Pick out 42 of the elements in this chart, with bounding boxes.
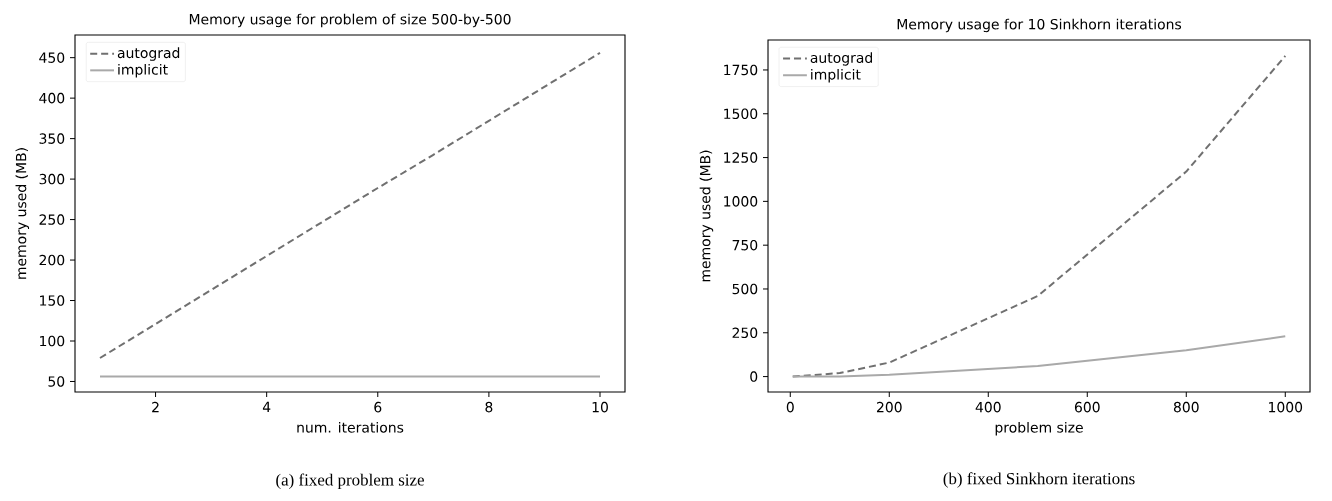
y-tick-label: 400 xyxy=(39,92,65,104)
y-tick-label: 750 xyxy=(732,239,758,251)
x-tick-label: 400 xyxy=(975,401,1001,413)
legend-label: implicit xyxy=(118,64,168,78)
y-tick-label: 100 xyxy=(40,335,65,347)
line-series xyxy=(791,335,1287,378)
x-tick-label: 4 xyxy=(262,401,271,413)
y-axis-title: memory used (MB) xyxy=(699,150,714,282)
y-tick-label: 350 xyxy=(39,133,65,144)
x-tick-label: 200 xyxy=(876,401,902,413)
y-tick-label: 1250 xyxy=(724,152,758,163)
text: (a) fixed problem size xyxy=(276,473,424,490)
x-tick-label: 0 xyxy=(786,401,794,413)
line-series xyxy=(791,54,1287,378)
y-tick-label: 1500 xyxy=(724,108,758,120)
chart-title: Memory usage for problem of size 500-by-500 xyxy=(189,13,511,28)
y-tick-label: 1000 xyxy=(724,196,758,207)
y-tick-label: 1750 xyxy=(724,64,758,76)
legend-label: autograd xyxy=(117,47,180,61)
chart-title: Memory usage for 10 Sinkhorn iterations xyxy=(897,18,1182,33)
y-tick-label: 200 xyxy=(39,254,65,266)
x-tick-label: 1000 xyxy=(1269,401,1303,413)
y-tick-label: 50 xyxy=(48,376,65,387)
y-tick-label: 0 xyxy=(750,371,758,382)
x-tick-label: 10 xyxy=(592,401,608,413)
y-tick-label: 150 xyxy=(40,295,65,306)
legend-label: autograd xyxy=(810,52,872,66)
x-tick-label: 600 xyxy=(1074,401,1100,413)
y-tick-label: 450 xyxy=(39,52,65,63)
x-tick-label: 8 xyxy=(485,401,493,413)
text: (b) fixed Sinkhorn iterations xyxy=(943,472,1135,488)
y-axis-title: memory used (MB) xyxy=(15,148,30,279)
y-tick-label: 250 xyxy=(39,214,65,225)
x-tick-label: 800 xyxy=(1173,401,1199,413)
y-tick-label: 250 xyxy=(732,327,758,339)
x-axis-title: num. iterations xyxy=(297,421,404,433)
x-tick-label: 6 xyxy=(374,401,382,413)
x-tick-label: 2 xyxy=(152,401,159,413)
y-tick-label: 300 xyxy=(39,173,65,185)
y-tick-label: 500 xyxy=(732,283,758,295)
legend-label: implicit xyxy=(811,68,861,83)
x-axis-title: problem size xyxy=(995,421,1083,436)
